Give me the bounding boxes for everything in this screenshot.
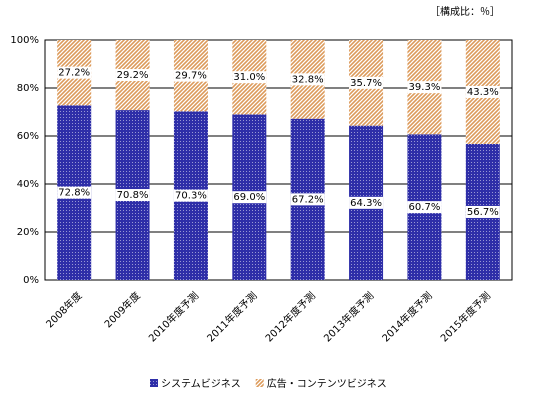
label-bg bbox=[465, 85, 500, 98]
y-tick-label: 40% bbox=[17, 179, 39, 190]
label-bg bbox=[115, 69, 150, 82]
label-bg bbox=[57, 186, 92, 199]
value-label: 29.7% bbox=[175, 71, 207, 82]
value-label: 32.8% bbox=[292, 74, 324, 85]
label-bg bbox=[290, 73, 325, 86]
x-tick-label: 2008年度 bbox=[43, 289, 84, 330]
label-bg bbox=[465, 205, 500, 218]
label-bg bbox=[407, 201, 442, 214]
value-label: 64.3% bbox=[350, 198, 382, 209]
value-label: 70.3% bbox=[175, 191, 207, 202]
x-tick-label: 2011年度予測 bbox=[204, 289, 259, 344]
label-bg bbox=[232, 191, 267, 204]
legend-swatch bbox=[150, 379, 158, 387]
value-label: 29.2% bbox=[117, 70, 149, 81]
value-label: 60.7% bbox=[409, 202, 441, 213]
y-tick-label: 60% bbox=[17, 131, 39, 142]
x-tick-label: 2010年度予測 bbox=[146, 289, 201, 344]
unit-note: ［構成比：％］ bbox=[430, 5, 500, 18]
value-label: 27.2% bbox=[58, 68, 90, 79]
y-tick-label: 0% bbox=[23, 275, 39, 286]
value-label: 70.8% bbox=[117, 190, 149, 201]
plot-frame bbox=[44, 39, 513, 281]
y-tick-label: 80% bbox=[17, 83, 39, 94]
value-label: 43.3% bbox=[467, 87, 499, 98]
value-label: 69.0% bbox=[233, 192, 265, 203]
value-label: 35.7% bbox=[350, 78, 382, 89]
label-bg bbox=[57, 66, 92, 79]
x-tick-label: 2009年度 bbox=[101, 289, 142, 330]
value-label: 56.7% bbox=[467, 207, 499, 218]
label-bg bbox=[407, 81, 442, 94]
x-tick-label: 2014年度予測 bbox=[379, 289, 434, 344]
label-bg bbox=[173, 69, 208, 82]
label-bg bbox=[232, 71, 267, 84]
label-bg bbox=[115, 189, 150, 202]
value-label: 72.8% bbox=[58, 188, 90, 199]
label-bg bbox=[173, 189, 208, 202]
value-label: 39.3% bbox=[409, 82, 441, 93]
x-tick-label: 2012年度予測 bbox=[262, 289, 317, 344]
legend-label: システムビジネス bbox=[161, 378, 241, 390]
legend-swatch bbox=[255, 379, 264, 387]
x-tick-label: 2015年度予測 bbox=[438, 289, 493, 344]
legend-label: 広告・コンテンツビジネス bbox=[267, 377, 387, 390]
value-label: 67.2% bbox=[292, 194, 324, 205]
label-bg bbox=[349, 196, 384, 209]
y-tick-label: 100% bbox=[10, 35, 39, 46]
label-bg bbox=[290, 193, 325, 206]
x-tick-label: 2013年度予測 bbox=[321, 289, 376, 344]
label-bg bbox=[349, 76, 384, 89]
value-label: 31.0% bbox=[233, 72, 265, 83]
y-tick-label: 20% bbox=[17, 227, 39, 238]
